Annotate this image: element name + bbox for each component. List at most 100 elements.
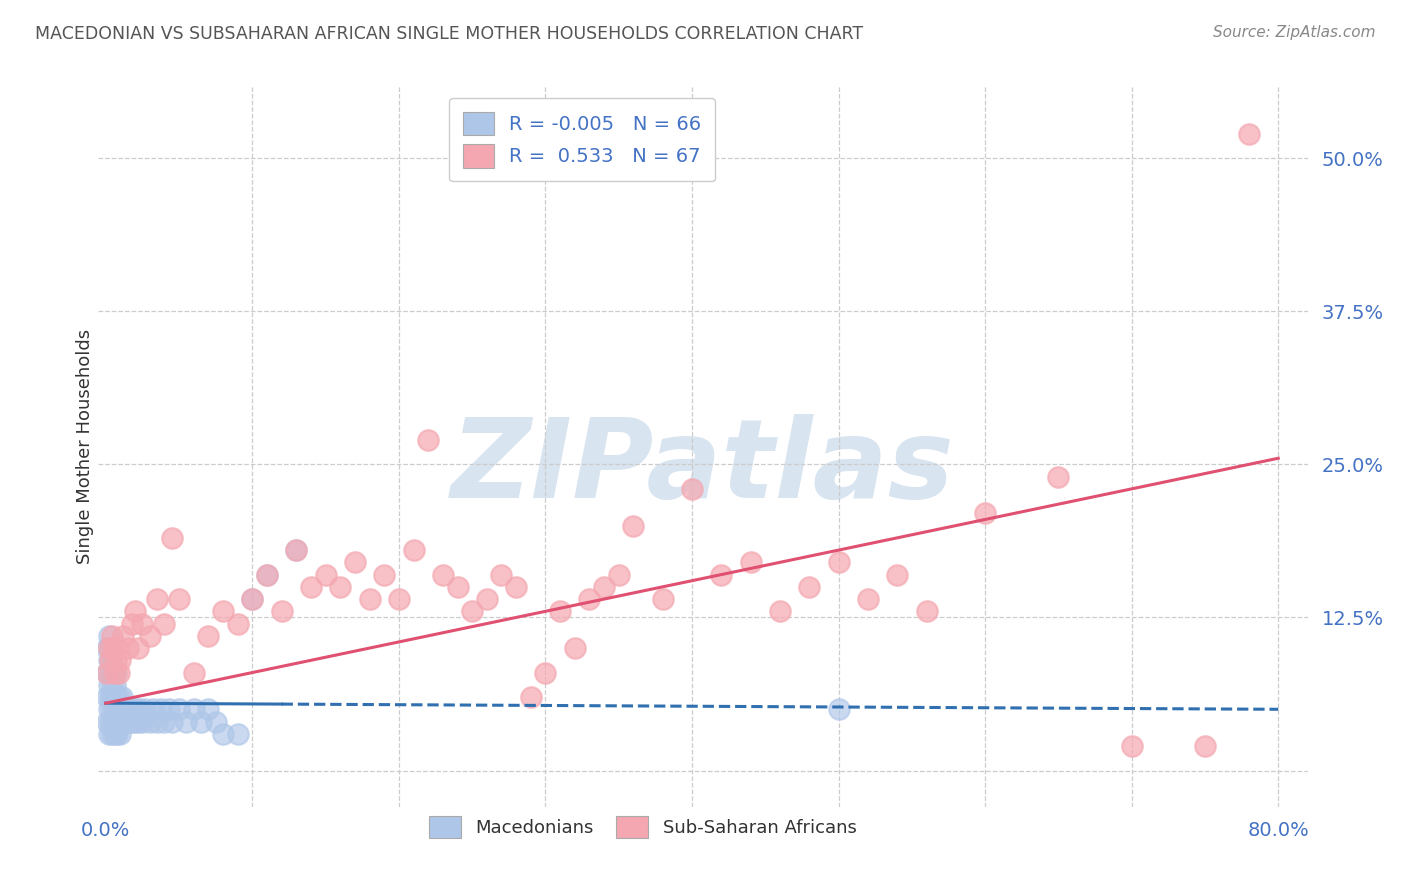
Point [110, 727, 132, 741]
Point [197, 629, 219, 643]
Point [915, 604, 938, 618]
Point [621, 518, 644, 533]
Point [111, 714, 134, 729]
Point [270, 604, 292, 618]
Point [160, 714, 183, 729]
Point [710, 567, 733, 582]
Point [101, 641, 124, 656]
Point [299, 580, 322, 594]
Point [432, 567, 454, 582]
Point [114, 714, 136, 729]
Point [388, 592, 411, 607]
Point [153, 616, 176, 631]
Point [183, 665, 205, 680]
Point [97, 653, 120, 667]
Point [1237, 127, 1260, 141]
Point [107, 641, 129, 656]
Point [98, 653, 121, 667]
Point [108, 665, 131, 680]
Text: MACEDONIAN VS SUBSAHARAN AFRICAN SINGLE MOTHER HOUSEHOLDS CORRELATION CHART: MACEDONIAN VS SUBSAHARAN AFRICAN SINGLE … [35, 25, 863, 43]
Point [111, 690, 134, 704]
Point [117, 714, 139, 729]
Point [160, 531, 183, 545]
Point [505, 580, 527, 594]
Point [240, 592, 263, 607]
Point [101, 714, 124, 729]
Point [799, 580, 821, 594]
Point [120, 714, 142, 729]
Point [491, 567, 513, 582]
Point [107, 702, 129, 716]
Point [146, 714, 169, 729]
Point [740, 555, 762, 569]
Point [97, 727, 120, 741]
Point [100, 653, 122, 667]
Point [681, 482, 703, 496]
Point [117, 641, 139, 656]
Point [578, 592, 600, 607]
Point [131, 714, 153, 729]
Point [974, 507, 997, 521]
Point [153, 714, 176, 729]
Point [105, 690, 128, 704]
Point [827, 702, 849, 716]
Point [101, 690, 124, 704]
Point [131, 616, 153, 631]
Text: Source: ZipAtlas.com: Source: ZipAtlas.com [1212, 25, 1375, 40]
Point [138, 714, 160, 729]
Point [103, 702, 125, 716]
Point [97, 678, 120, 692]
Point [124, 702, 146, 716]
Point [98, 690, 121, 704]
Point [110, 653, 132, 667]
Point [98, 714, 121, 729]
Point [112, 702, 135, 716]
Point [256, 567, 278, 582]
Point [128, 702, 150, 716]
Point [97, 641, 120, 656]
Point [134, 702, 156, 716]
Point [226, 616, 249, 631]
Point [359, 592, 381, 607]
Point [103, 727, 125, 741]
Point [418, 433, 440, 447]
Point [115, 702, 138, 716]
Point [105, 653, 128, 667]
Point [315, 567, 337, 582]
Point [197, 702, 219, 716]
Point [475, 592, 498, 607]
Point [100, 629, 122, 643]
Point [446, 580, 468, 594]
Point [96, 665, 118, 680]
Point [1194, 739, 1216, 753]
Point [142, 702, 165, 716]
Point [96, 690, 118, 704]
Point [167, 702, 190, 716]
Point [343, 555, 366, 569]
Point [100, 678, 122, 692]
Point [127, 641, 149, 656]
Y-axis label: Single Mother Households: Single Mother Households [76, 328, 94, 564]
Point [96, 641, 118, 656]
Point [150, 702, 173, 716]
Point [105, 665, 128, 680]
Point [651, 592, 673, 607]
Point [461, 604, 484, 618]
Point [190, 714, 212, 729]
Point [146, 592, 169, 607]
Point [256, 567, 278, 582]
Point [110, 702, 132, 716]
Point [285, 543, 308, 558]
Point [121, 616, 143, 631]
Point [285, 543, 308, 558]
Point [534, 665, 557, 680]
Point [204, 714, 226, 729]
Point [107, 727, 129, 741]
Point [593, 580, 616, 594]
Point [240, 592, 263, 607]
Point [122, 714, 145, 729]
Point [183, 702, 205, 716]
Point [101, 665, 124, 680]
Text: ZIPatlas: ZIPatlas [451, 414, 955, 521]
Point [607, 567, 630, 582]
